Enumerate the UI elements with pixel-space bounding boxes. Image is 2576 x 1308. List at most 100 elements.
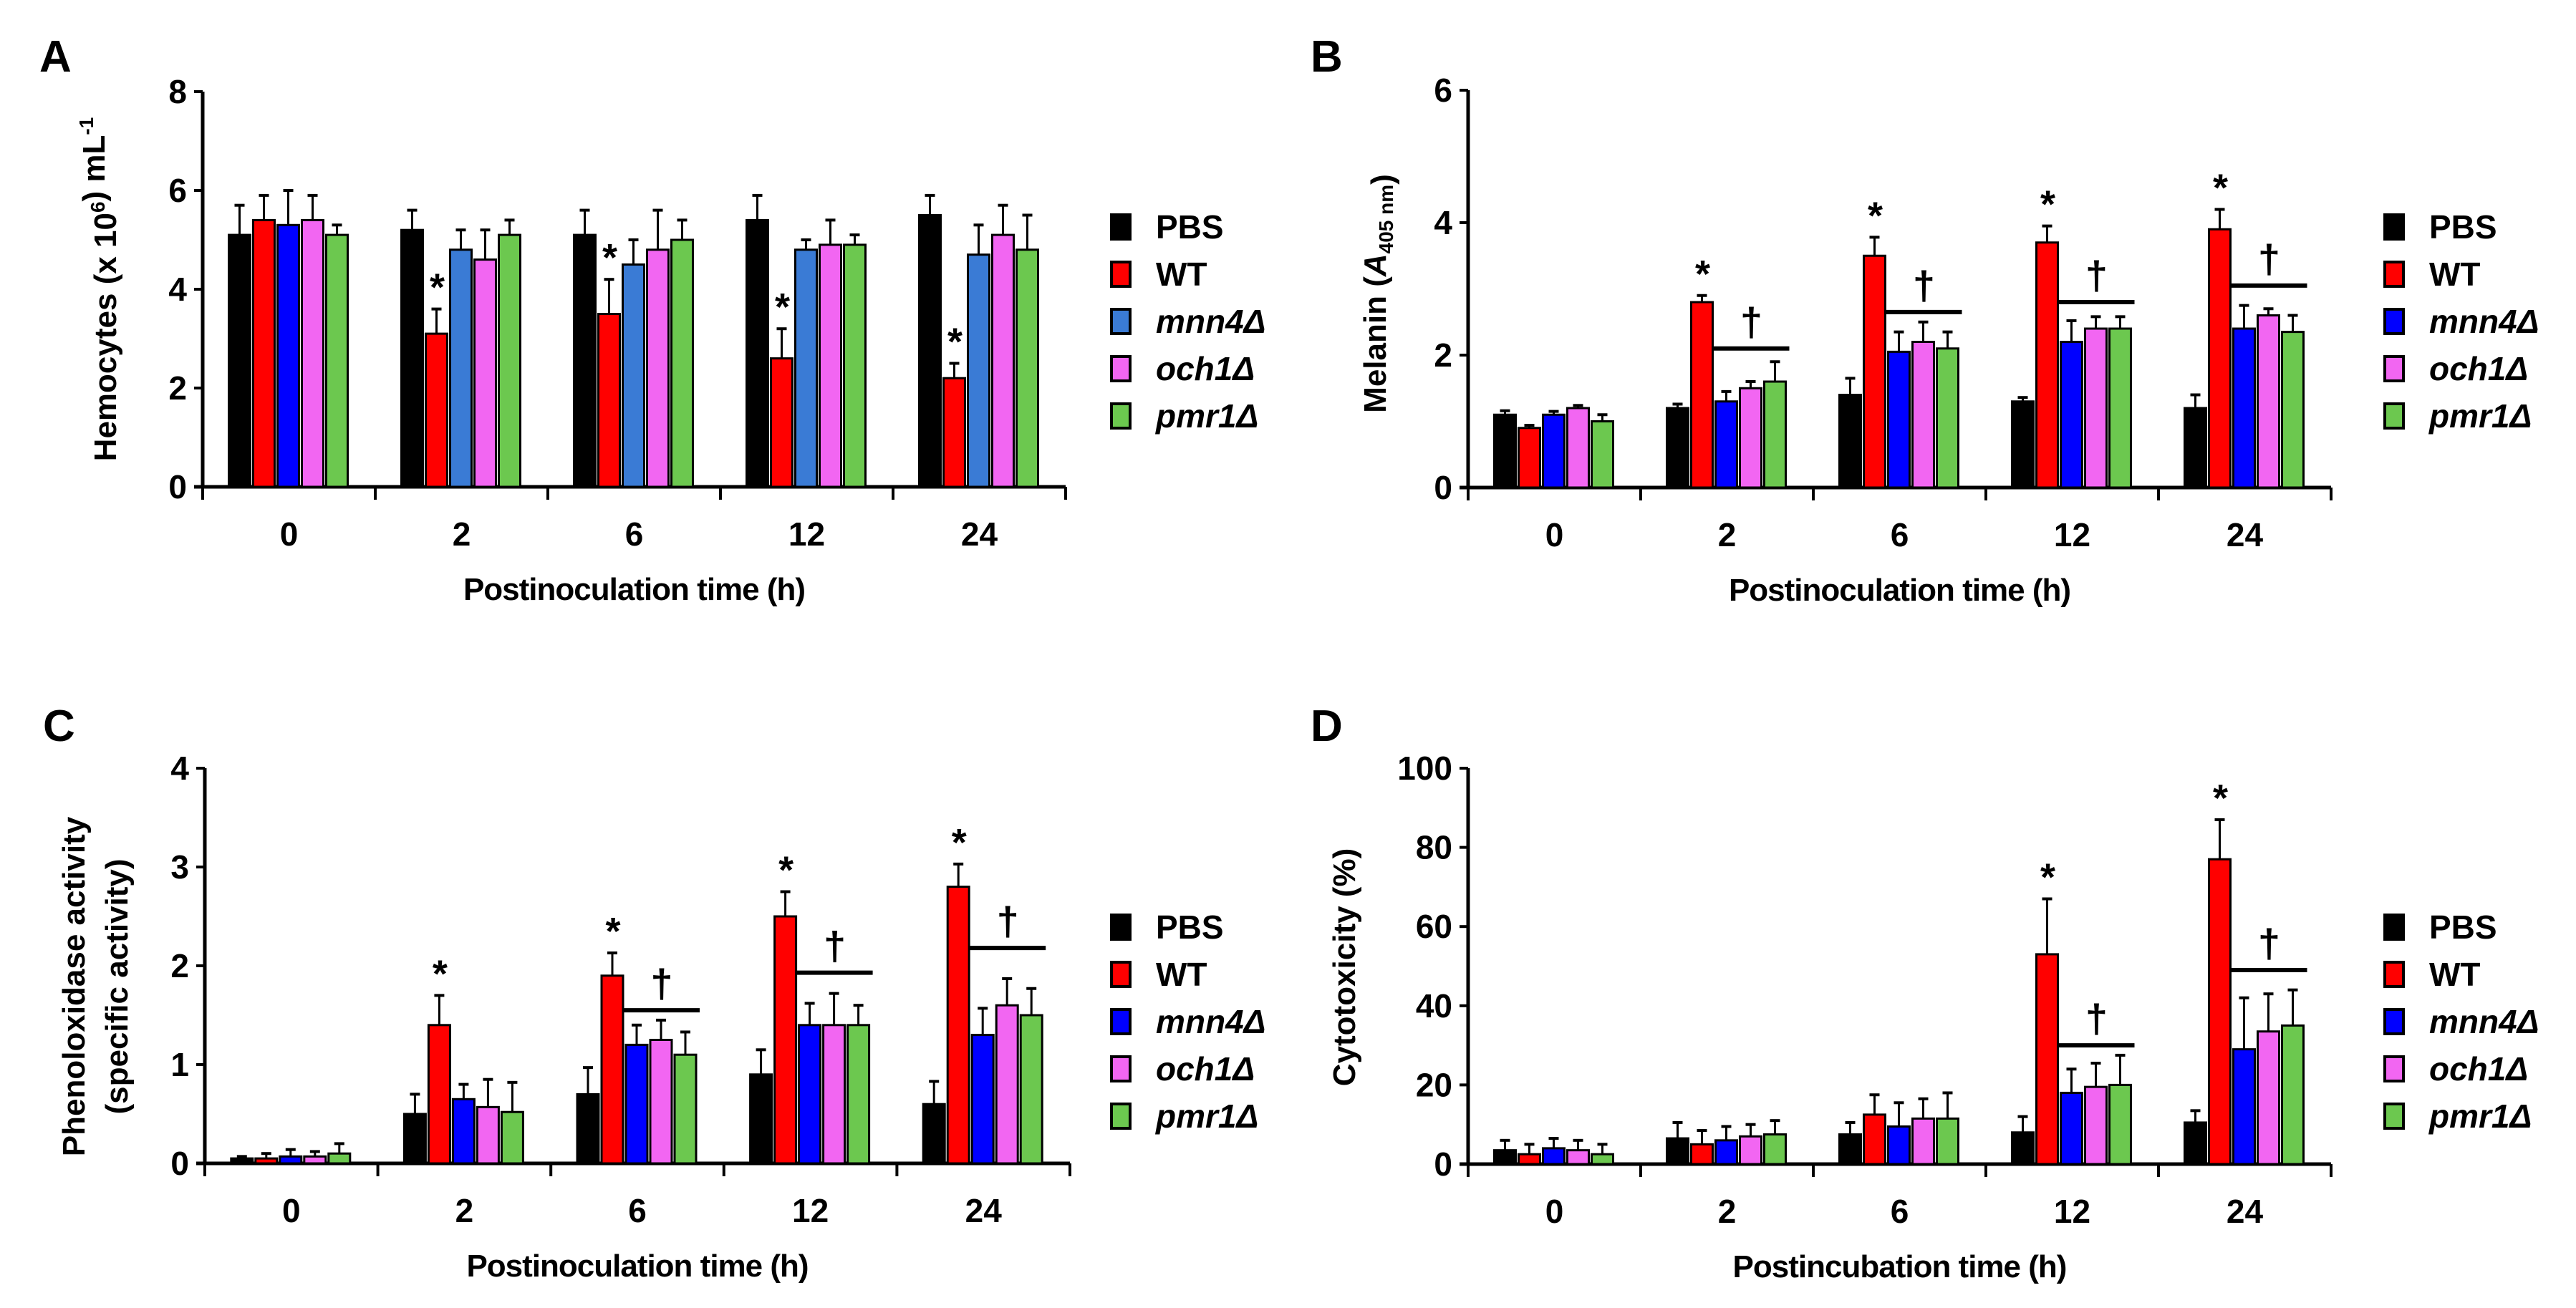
y-axis-title-part: 405 nm [1375,185,1397,254]
y-tick-label: 4 [170,750,189,787]
y-tick-label: 0 [1434,469,1452,506]
x-tick-label: 24 [965,1192,1003,1229]
significance-star: * [1695,253,1710,296]
bar-WT-24 [2208,858,2232,1166]
y-axis-title-line1: Phenoloxidase activity [57,816,92,1156]
bar-mnn4Δ-0 [1542,413,1566,489]
bar-mnn4Δ-2 [1714,400,1738,489]
bar-och1Δ-0 [301,218,324,488]
legend-label: PBS [2429,208,2497,246]
y-axis-title-part: ) [1365,174,1400,185]
bar-WT-2 [1690,1143,1714,1166]
bar-och1Δ-24 [2257,314,2280,489]
legend: PBS WT mnn4Δ och1Δ pmr1Δ [1110,208,1266,435]
legend-swatch-pmr1Δ [1110,1103,1132,1130]
bar-PBS-24 [2184,1121,2207,1166]
legend-swatch-WT [1110,261,1132,288]
bar-PBS-12 [746,218,769,488]
bar-mnn4Δ-0 [1542,1147,1566,1166]
significance-star: * [952,821,967,864]
y-axis-title: Hemocytes (x 106) mL-1 [75,117,123,462]
legend-swatch-WT [2383,261,2405,288]
bar-mnn4Δ-24 [967,253,990,488]
y-axis-title-part: 6 [87,201,109,213]
x-tick-label: 6 [1891,1193,1909,1230]
legend-swatch-och1Δ [1110,1055,1132,1082]
bar-PBS-12 [749,1073,773,1165]
significance-star: * [602,236,617,279]
x-tick-label: 2 [453,515,471,553]
bar-WT-0 [254,1157,279,1165]
x-tick-label: 0 [1545,1193,1564,1230]
legend-swatch-och1Δ [1110,355,1132,382]
y-tick-label: 2 [1434,336,1452,374]
x-tick-label: 0 [282,1192,301,1229]
significance-star: * [2040,183,2055,226]
significance-dagger: † [1740,299,1762,344]
significance-star: * [778,849,793,892]
y-axis-title-part: ) mL [77,135,112,202]
bar-WT-6 [600,974,624,1165]
legend-swatch-mnn4Δ [2383,1008,2405,1035]
bar-WT-2 [425,332,448,488]
y-axis-title: Melanin (A405 nm) [1358,174,1400,413]
legend-label: mnn4Δ [1156,303,1266,340]
significance-dagger: † [2085,996,2108,1041]
bar-WT-0 [1518,1153,1541,1166]
bar-WT-2 [427,1024,451,1165]
bar-pmr1Δ-24 [2281,331,2305,489]
x-tick-label: 6 [628,1192,647,1229]
bar-pmr1Δ-0 [1591,420,1614,489]
legend-label: mnn4Δ [2429,303,2539,340]
y-axis-title-part: Hemocytes (x 10 [88,213,123,461]
x-tick-label: 2 [455,1192,474,1229]
x-tick-label: 2 [1718,1193,1737,1230]
bar-pmr1Δ-6 [1936,1117,1959,1166]
x-tick-label: 24 [2227,1193,2264,1230]
legend-label: pmr1Δ [2428,397,2532,435]
significance-star: * [2213,777,2228,820]
bar-och1Δ-2 [473,258,497,488]
bar-mnn4Δ-12 [2060,1091,2083,1166]
bar-och1Δ-12 [822,1024,846,1165]
bar-pmr1Δ-12 [846,1024,871,1165]
y-tick-label: 0 [1434,1145,1452,1183]
legend-label: och1Δ [2429,350,2528,387]
legend-label: pmr1Δ [1154,397,1258,435]
x-tick-label: 12 [2054,516,2090,553]
y-axis-title-part: Cytotoxicity (%) [1327,848,1362,1086]
legend-swatch-pmr1Δ [2383,402,2405,430]
y-tick-label: 4 [168,271,187,308]
bar-och1Δ-12 [2084,327,2108,489]
bar-PBS-2 [402,1113,427,1165]
bar-och1Δ-2 [1739,1135,1762,1166]
legend-label: PBS [1156,909,1224,946]
bar-mnn4Δ-12 [798,1024,822,1165]
legend-swatch-WT [2383,961,2405,988]
bar-PBS-0 [1493,413,1517,489]
legend-label: pmr1Δ [2428,1098,2532,1135]
legend-swatch-PBS [2383,914,2405,941]
x-tick-label: 12 [792,1192,829,1229]
bar-PBS-6 [1838,394,1862,489]
y-tick-label: 6 [1434,72,1452,109]
bar-WT-12 [2035,241,2059,489]
panel-letter: B [1311,32,1343,82]
x-axis-title: Postinoculation time (h) [1729,573,2070,608]
y-axis-title: Cytotoxicity (%) [1327,848,1362,1086]
bar-och1Δ-6 [1911,341,1935,489]
legend-label: pmr1Δ [1154,1098,1258,1135]
y-tick-label: 0 [170,1145,189,1182]
legend-label: och1Δ [1156,350,1255,387]
bar-och1Δ-6 [1911,1117,1935,1166]
bar-WT-0 [252,218,276,488]
bar-PBS-6 [576,1093,600,1165]
bar-WT-24 [942,377,966,488]
x-axis-title: Postinoculation time (h) [463,572,805,607]
bar-pmr1Δ-6 [673,1053,698,1165]
bar-och1Δ-6 [646,248,670,488]
y-tick-label: 1 [170,1046,189,1083]
y-tick-label: 3 [170,848,189,886]
